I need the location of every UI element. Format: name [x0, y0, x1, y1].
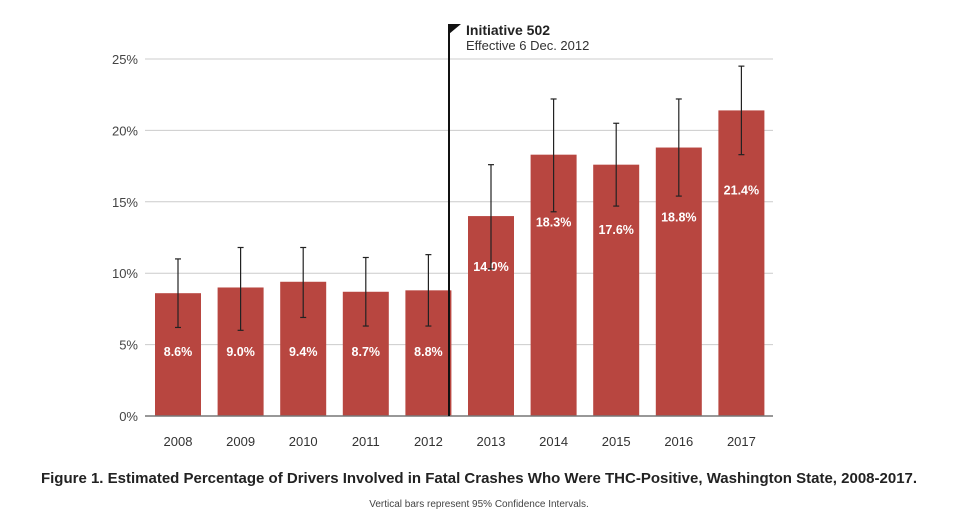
bar-chart: 0% 5% 10% 15% 20% 25% 8.6% 2008 9.0% 2009 9.4% 2010…	[112, 22, 773, 449]
x-tick-label: 2015	[602, 434, 631, 449]
x-tick-label: 2010	[289, 434, 318, 449]
x-tick-label: 2011	[352, 434, 380, 449]
figure-caption: Figure 1. Estimated Percentage of Driver…	[40, 470, 918, 487]
annotation-title: Initiative 502	[466, 22, 550, 38]
data-label: 9.4%	[289, 345, 318, 359]
x-tick-label: 2017	[727, 434, 756, 449]
y-tick-label: 5%	[119, 338, 138, 353]
data-label: 9.0%	[226, 345, 255, 359]
data-label: 21.4%	[724, 183, 759, 197]
x-tick-label: 2009	[226, 434, 255, 449]
bar-2017	[718, 110, 765, 417]
data-label: 8.7%	[352, 345, 381, 359]
y-tick-label: 15%	[112, 195, 138, 210]
y-tick-label: 25%	[112, 52, 138, 67]
data-label: 8.8%	[414, 345, 443, 359]
data-label: 18.8%	[661, 210, 696, 224]
y-tick-label: 10%	[112, 266, 138, 281]
data-label: 8.6%	[164, 345, 193, 359]
x-tick-label: 2016	[664, 434, 693, 449]
x-tick-label: 2008	[164, 434, 193, 449]
x-tick-label: 2013	[477, 434, 506, 449]
data-label: 17.6%	[598, 223, 633, 237]
flag-icon	[449, 24, 461, 34]
data-label: 18.3%	[536, 216, 571, 230]
x-tick-label: 2012	[414, 434, 443, 449]
figure-note: Vertical bars represent 95% Confidence I…	[369, 499, 589, 510]
y-tick-label: 0%	[119, 409, 138, 424]
y-tick-label: 20%	[112, 123, 138, 138]
annotation-subtitle: Effective 6 Dec. 2012	[466, 38, 589, 53]
x-tick-label: 2014	[539, 434, 568, 449]
